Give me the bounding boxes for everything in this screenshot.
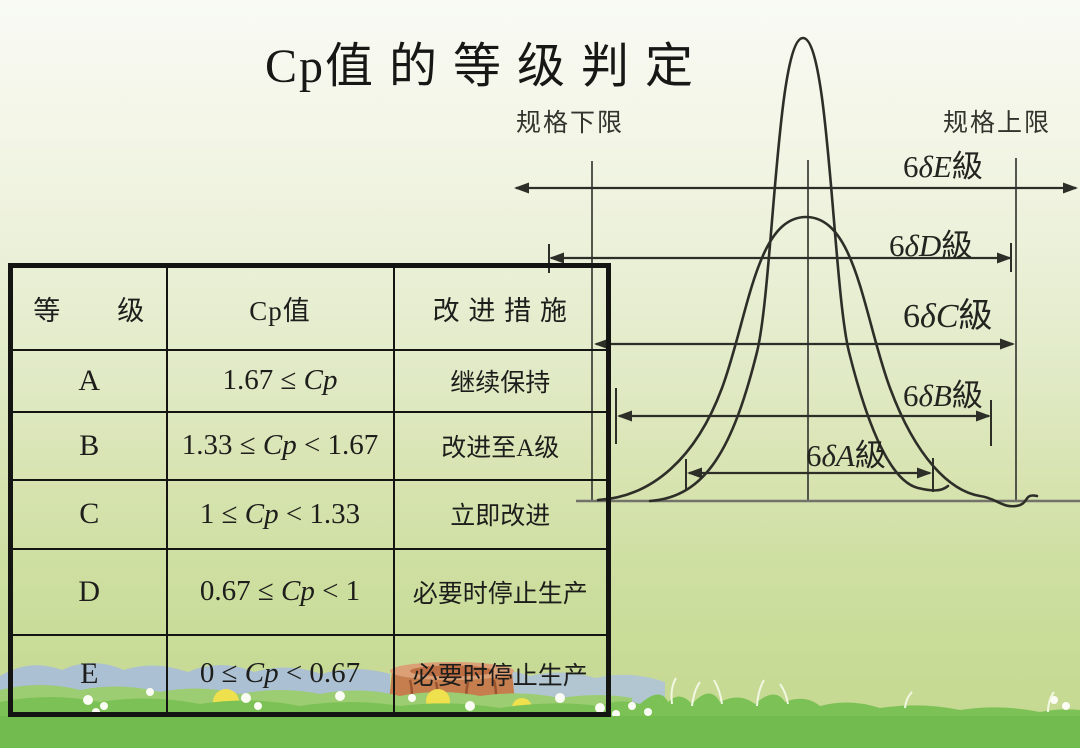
range-label-c: 6δC級 xyxy=(903,297,993,335)
cp-range-cell: 1.67 ≤ Cp xyxy=(165,348,395,413)
cp-range-cell: 1 ≤ Cp < 1.33 xyxy=(165,478,395,550)
table-header-row: 等 级 Cp值 改 进 措 施 xyxy=(9,264,610,351)
bottom-green-band xyxy=(0,716,1080,748)
range-arrow-b xyxy=(615,388,992,446)
grade-cell: B xyxy=(9,410,168,481)
action-cell: 立即改进 xyxy=(392,478,610,550)
range-label-b: 6δB級 xyxy=(903,378,983,413)
table-row-a: A 1.67 ≤ Cp 继续保持 xyxy=(9,348,610,413)
grade-cell: E xyxy=(9,633,168,716)
grass-blades xyxy=(670,677,1055,713)
cp-range-cell: 1.33 ≤ Cp < 1.67 xyxy=(165,410,395,481)
tall-bell-curve xyxy=(648,36,950,503)
range-arrow-d xyxy=(548,243,1012,273)
table-row-b: B 1.33 ≤ Cp < 1.67 改进至A级 xyxy=(9,410,610,481)
table-row-d: D 0.67 ≤ Cp < 1 必要时停止生产 xyxy=(9,547,610,636)
action-cell: 必要时停止生产 xyxy=(392,633,610,716)
range-arrow-e xyxy=(514,182,1078,194)
grade-cell: D xyxy=(9,547,168,636)
range-label-a: 6δA級 xyxy=(806,438,886,473)
page-title: Cp值 的 等 级 判 定 xyxy=(264,40,696,93)
table-row-c: C 1 ≤ Cp < 1.33 立即改进 xyxy=(9,478,610,550)
header-cp-value: Cp值 xyxy=(165,264,395,351)
action-cell: 改进至A级 xyxy=(392,410,610,481)
range-arrow-a xyxy=(685,458,934,492)
header-action: 改 进 措 施 xyxy=(392,264,610,351)
spec-limit-upper-label: 规格上限 xyxy=(943,109,1051,137)
action-cell: 必要时停止生产 xyxy=(392,547,610,636)
range-label-d: 6δD級 xyxy=(889,228,972,263)
grade-cell: A xyxy=(9,348,168,413)
range-label-e: 6δE級 xyxy=(903,149,983,184)
cp-range-cell: 0 ≤ Cp < 0.67 xyxy=(165,633,395,716)
table-row-e: E 0 ≤ Cp < 0.67 必要时停止生产 xyxy=(9,633,610,716)
action-cell: 继续保持 xyxy=(392,348,610,413)
spec-limit-lower-label: 规格下限 xyxy=(516,109,624,137)
grade-cell: C xyxy=(9,478,168,550)
header-grade: 等 级 xyxy=(9,264,168,351)
cp-grade-table: 等 级 Cp值 改 进 措 施 A 1.67 ≤ Cp 继续保持 B 1.33 … xyxy=(8,263,611,717)
cp-range-cell: 0.67 ≤ Cp < 1 xyxy=(165,547,395,636)
range-arrow-c xyxy=(594,338,1015,350)
wide-bell-curve xyxy=(596,215,1039,508)
